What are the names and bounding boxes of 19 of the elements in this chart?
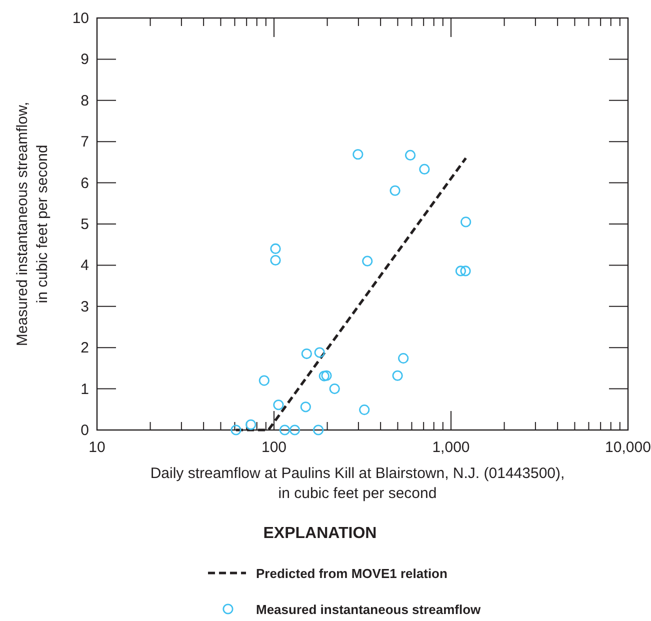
y-tick-label: 0 [80,422,89,439]
legend-label: Predicted from MOVE1 relation [256,566,448,581]
y-tick-label: 7 [80,134,89,151]
y-tick-label: 3 [80,298,89,316]
y-tick-label: 9 [80,51,89,68]
y-tick-label: 4 [80,257,89,274]
x-tick-label: 10,000 [605,439,651,456]
x-tick-label: 1,000 [432,439,470,456]
legend-title: EXPLANATION [263,525,377,542]
y-tick-label: 8 [80,92,89,110]
x-tick-label: 100 [261,439,287,456]
y-tick-label: 1 [80,380,89,398]
y-tick-label: 6 [80,174,89,192]
y-tick-label: 5 [80,216,89,233]
y-axis-title: Measured instantaneous streamflow, in cubic feet per second [14,102,51,346]
x-axis-title: Daily streamflow at Paulins Kill at Blairstown, N.J. (01443500), in cubic feet per second [150,465,565,502]
y-tick-label: 10 [72,10,89,27]
y-tick-label: 2 [80,340,89,357]
legend-label: Measured instantaneous streamflow [256,602,482,617]
